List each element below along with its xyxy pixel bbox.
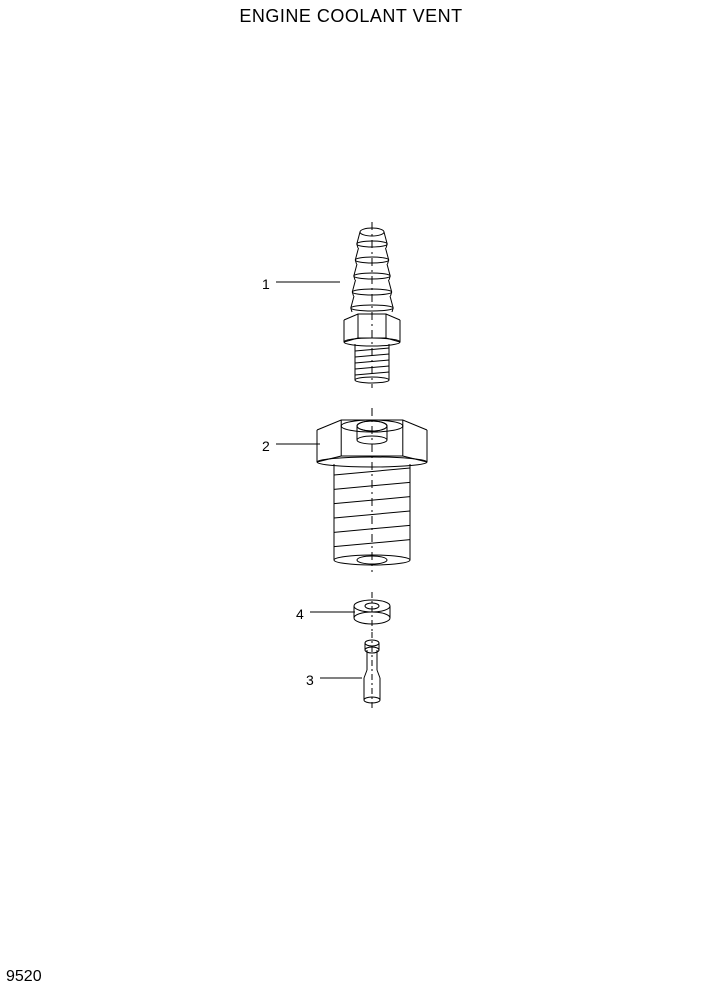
callout-label-2: 2 <box>262 438 270 454</box>
exploded-diagram <box>0 0 702 992</box>
callout-label-3: 3 <box>306 672 314 688</box>
callout-label-4: 4 <box>296 606 304 622</box>
callout-label-1: 1 <box>262 276 270 292</box>
